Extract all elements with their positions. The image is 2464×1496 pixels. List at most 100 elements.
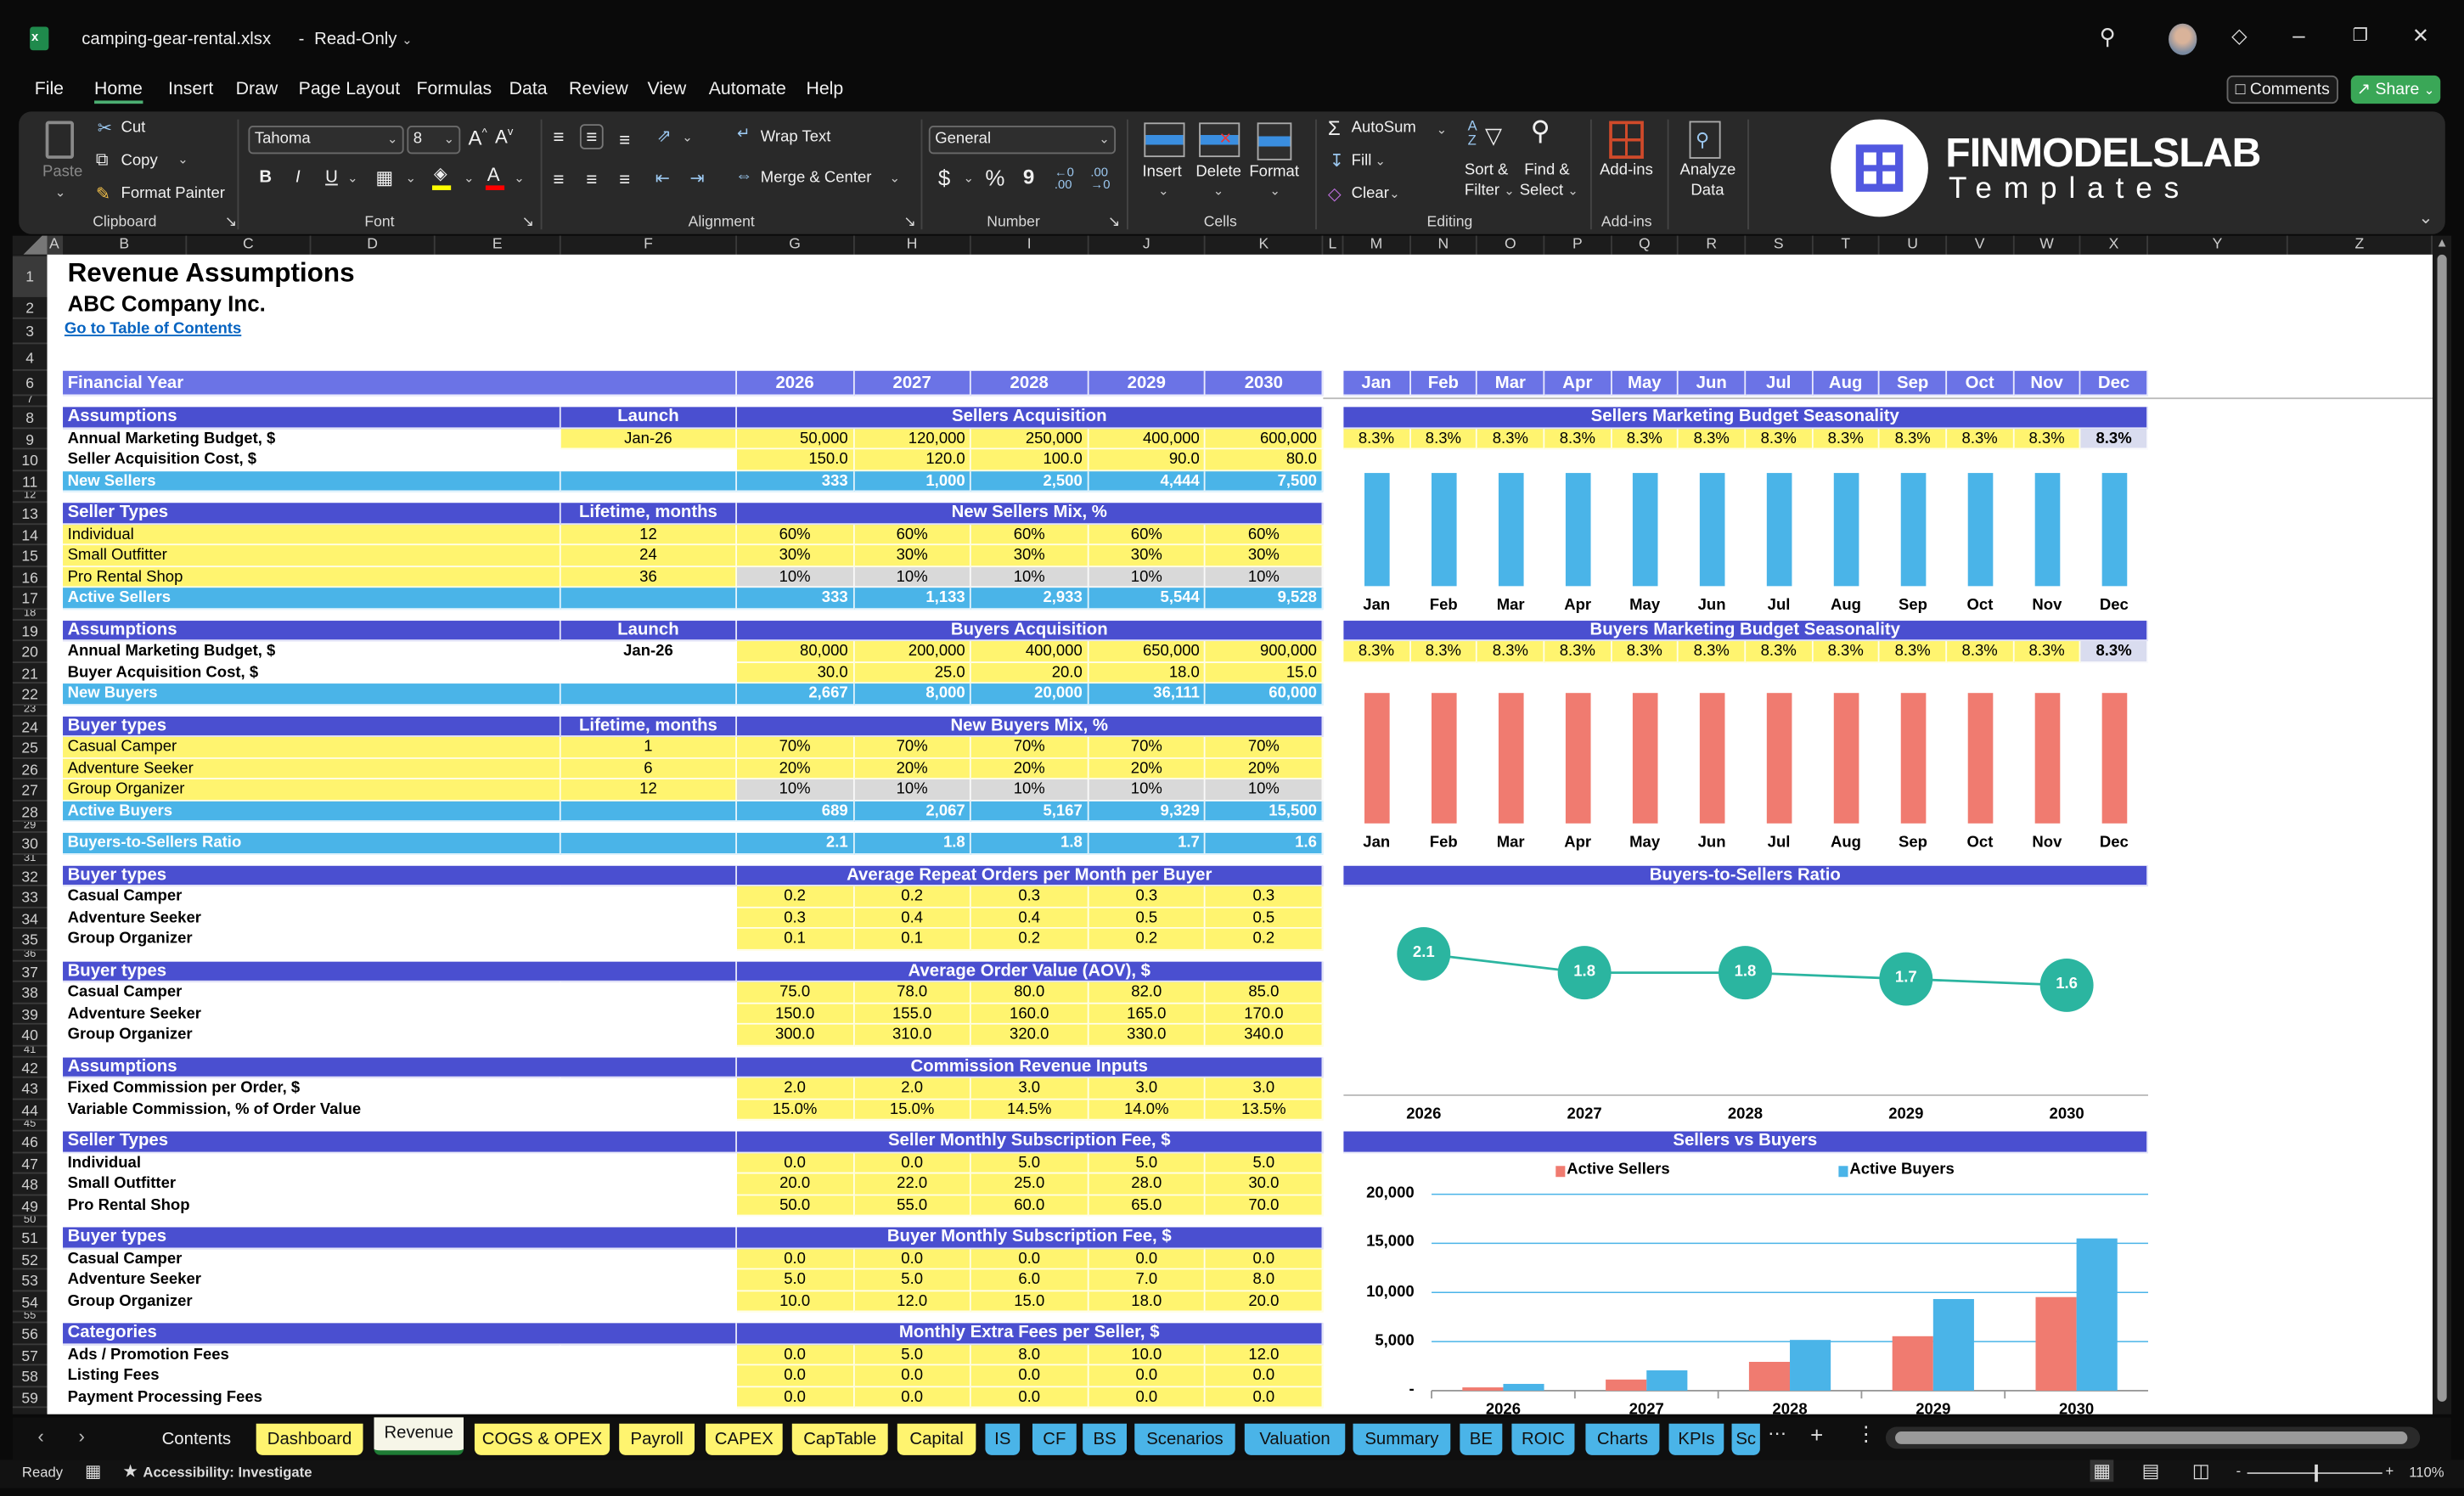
value-cell[interactable]: 30% xyxy=(1089,545,1207,567)
column-header-G[interactable]: G xyxy=(737,235,855,255)
value-cell[interactable]: 50,000 xyxy=(737,428,855,450)
value-cell[interactable]: 900,000 xyxy=(1206,641,1324,663)
column-header-I[interactable]: I xyxy=(971,235,1089,255)
value-cell[interactable]: 330.0 xyxy=(1089,1024,1207,1046)
row-header-56[interactable]: 56 xyxy=(12,1323,48,1345)
value-cell[interactable]: 5.0 xyxy=(854,1344,972,1366)
chevron-down-icon[interactable]: ⌄ xyxy=(1375,154,1386,169)
collapse-ribbon-icon[interactable]: ⌄ xyxy=(2418,209,2433,228)
column-header-L[interactable]: L xyxy=(1323,235,1344,255)
value-cell[interactable]: 150.0 xyxy=(737,449,855,471)
sheet-tab-payroll[interactable]: Payroll xyxy=(619,1423,695,1455)
font-size-select[interactable]: 8 ⌄ xyxy=(407,126,461,155)
value-cell[interactable]: 70% xyxy=(1206,737,1324,758)
row-header-31[interactable]: 31 xyxy=(12,854,48,865)
seasonality-value[interactable]: 8.3% xyxy=(1679,641,1747,663)
value-cell[interactable]: 400,000 xyxy=(1089,428,1207,450)
value-cell[interactable]: 14.5% xyxy=(971,1099,1089,1121)
value-cell[interactable]: 160.0 xyxy=(971,1003,1089,1025)
value-cell[interactable]: 10% xyxy=(1089,779,1207,801)
column-header-O[interactable]: O xyxy=(1477,235,1545,255)
launch-cell[interactable] xyxy=(560,1099,738,1121)
value-cell[interactable]: 80.0 xyxy=(1206,449,1324,471)
column-header-N[interactable]: N xyxy=(1410,235,1478,255)
menu-page-layout[interactable]: Page Layout xyxy=(298,80,401,99)
bold-button[interactable]: B xyxy=(259,168,273,188)
value-cell[interactable]: 0.2 xyxy=(971,928,1089,950)
value-cell[interactable]: 0.0 xyxy=(971,1386,1089,1409)
sort-filter-button-line2[interactable]: Filter ⌄ xyxy=(1464,182,1515,200)
value-cell[interactable]: 0.2 xyxy=(737,886,855,908)
value-cell[interactable]: 12.0 xyxy=(1206,1344,1324,1366)
row-header-12[interactable]: 12 xyxy=(12,492,48,503)
value-cell[interactable]: 6.0 xyxy=(971,1269,1089,1291)
value-cell[interactable]: 0.0 xyxy=(854,1152,972,1174)
close-icon[interactable]: ✕ xyxy=(2411,23,2430,48)
accessibility-status[interactable]: Accessibility: Investigate xyxy=(143,1464,312,1481)
seasonality-value[interactable]: 8.3% xyxy=(1612,641,1679,663)
seasonality-value[interactable]: 8.3% xyxy=(1410,641,1478,663)
row-header-15[interactable]: 15 xyxy=(12,545,48,567)
underline-button[interactable]: U xyxy=(325,168,338,188)
horizontal-scrollbar[interactable] xyxy=(1885,1426,2421,1449)
cut-button[interactable]: Cut xyxy=(121,119,146,138)
search-icon[interactable]: ⚲ xyxy=(2099,23,2116,49)
seasonality-value[interactable]: 8.3% xyxy=(1544,641,1612,663)
sheet-tab-charts[interactable]: Charts xyxy=(1585,1423,1660,1455)
vertical-scrollbar[interactable]: ▲ xyxy=(2432,235,2452,1414)
align-bottom-icon[interactable]: ≡ xyxy=(619,128,631,151)
row-header-10[interactable]: 10 xyxy=(12,449,48,471)
value-cell[interactable]: 30.0 xyxy=(1206,1173,1324,1195)
currency-button[interactable]: $ xyxy=(937,165,951,190)
column-header-H[interactable]: H xyxy=(854,235,972,255)
column-header-T[interactable]: T xyxy=(1813,235,1881,255)
row-header-52[interactable]: 52 xyxy=(12,1248,48,1270)
find-select-button-line2[interactable]: Select ⌄ xyxy=(1519,182,1578,200)
seasonality-value[interactable]: 8.3% xyxy=(1947,641,2015,663)
sheet-tab-is[interactable]: IS xyxy=(985,1423,1021,1455)
menu-file[interactable]: File xyxy=(34,80,65,99)
seasonality-value[interactable]: 8.3% xyxy=(1880,428,1948,450)
seasonality-value[interactable]: 8.3% xyxy=(1746,641,1814,663)
chevron-down-icon[interactable]: ⌄ xyxy=(463,171,475,186)
row-header-18[interactable]: 18 xyxy=(12,609,48,621)
value-cell[interactable]: 80,000 xyxy=(737,641,855,663)
decrease-decimal-icon[interactable]: .00 →0 xyxy=(1090,165,1111,192)
value-cell[interactable]: 0.0 xyxy=(1206,1248,1324,1270)
value-cell[interactable]: 0.0 xyxy=(1089,1365,1207,1387)
value-cell[interactable]: 320.0 xyxy=(971,1024,1089,1046)
value-cell[interactable]: 10% xyxy=(737,566,855,588)
column-header-Q[interactable]: Q xyxy=(1612,235,1679,255)
value-cell[interactable]: 20.0 xyxy=(1206,1291,1324,1313)
value-cell[interactable]: 3.0 xyxy=(1089,1077,1207,1100)
column-header-M[interactable]: M xyxy=(1343,235,1411,255)
row-header-11[interactable]: 11 xyxy=(12,470,48,492)
value-cell[interactable]: 25.0 xyxy=(971,1173,1089,1195)
row-header-29[interactable]: 29 xyxy=(12,822,48,833)
seasonality-value[interactable]: 8.3% xyxy=(2081,428,2148,450)
value-cell[interactable]: 10% xyxy=(971,779,1089,801)
format-painter-button[interactable]: Format Painter xyxy=(121,185,225,203)
row-header-24[interactable]: 24 xyxy=(12,716,48,738)
dialog-launcher-icon[interactable]: ↘ xyxy=(1107,213,1121,232)
sheet-tab-cf[interactable]: CF xyxy=(1032,1423,1077,1455)
add-sheet-icon[interactable]: + xyxy=(1810,1421,1824,1448)
increase-decimal-icon[interactable]: ←0.00 xyxy=(1054,165,1074,192)
value-cell[interactable]: 120,000 xyxy=(854,428,972,450)
value-cell[interactable]: 5.0 xyxy=(971,1152,1089,1174)
column-header-V[interactable]: V xyxy=(1947,235,2015,255)
value-cell[interactable]: 10% xyxy=(737,779,855,801)
row-header-20[interactable]: 20 xyxy=(12,641,48,663)
value-cell[interactable]: 3.0 xyxy=(971,1077,1089,1100)
fill-color-icon[interactable]: ◈ xyxy=(433,165,447,184)
seasonality-value[interactable]: 8.3% xyxy=(1947,428,2015,450)
value-cell[interactable]: 2.0 xyxy=(854,1077,972,1100)
value-cell[interactable]: 300.0 xyxy=(737,1024,855,1046)
launch-cell[interactable] xyxy=(560,1024,738,1046)
row-header-50[interactable]: 50 xyxy=(12,1216,48,1228)
macro-icon[interactable]: ▦ xyxy=(84,1463,102,1482)
launch-cell[interactable]: 6 xyxy=(560,757,738,779)
percent-button[interactable]: % xyxy=(985,165,1005,190)
sort-filter-button[interactable]: Sort & xyxy=(1464,161,1509,179)
value-cell[interactable]: 10% xyxy=(1089,566,1207,588)
